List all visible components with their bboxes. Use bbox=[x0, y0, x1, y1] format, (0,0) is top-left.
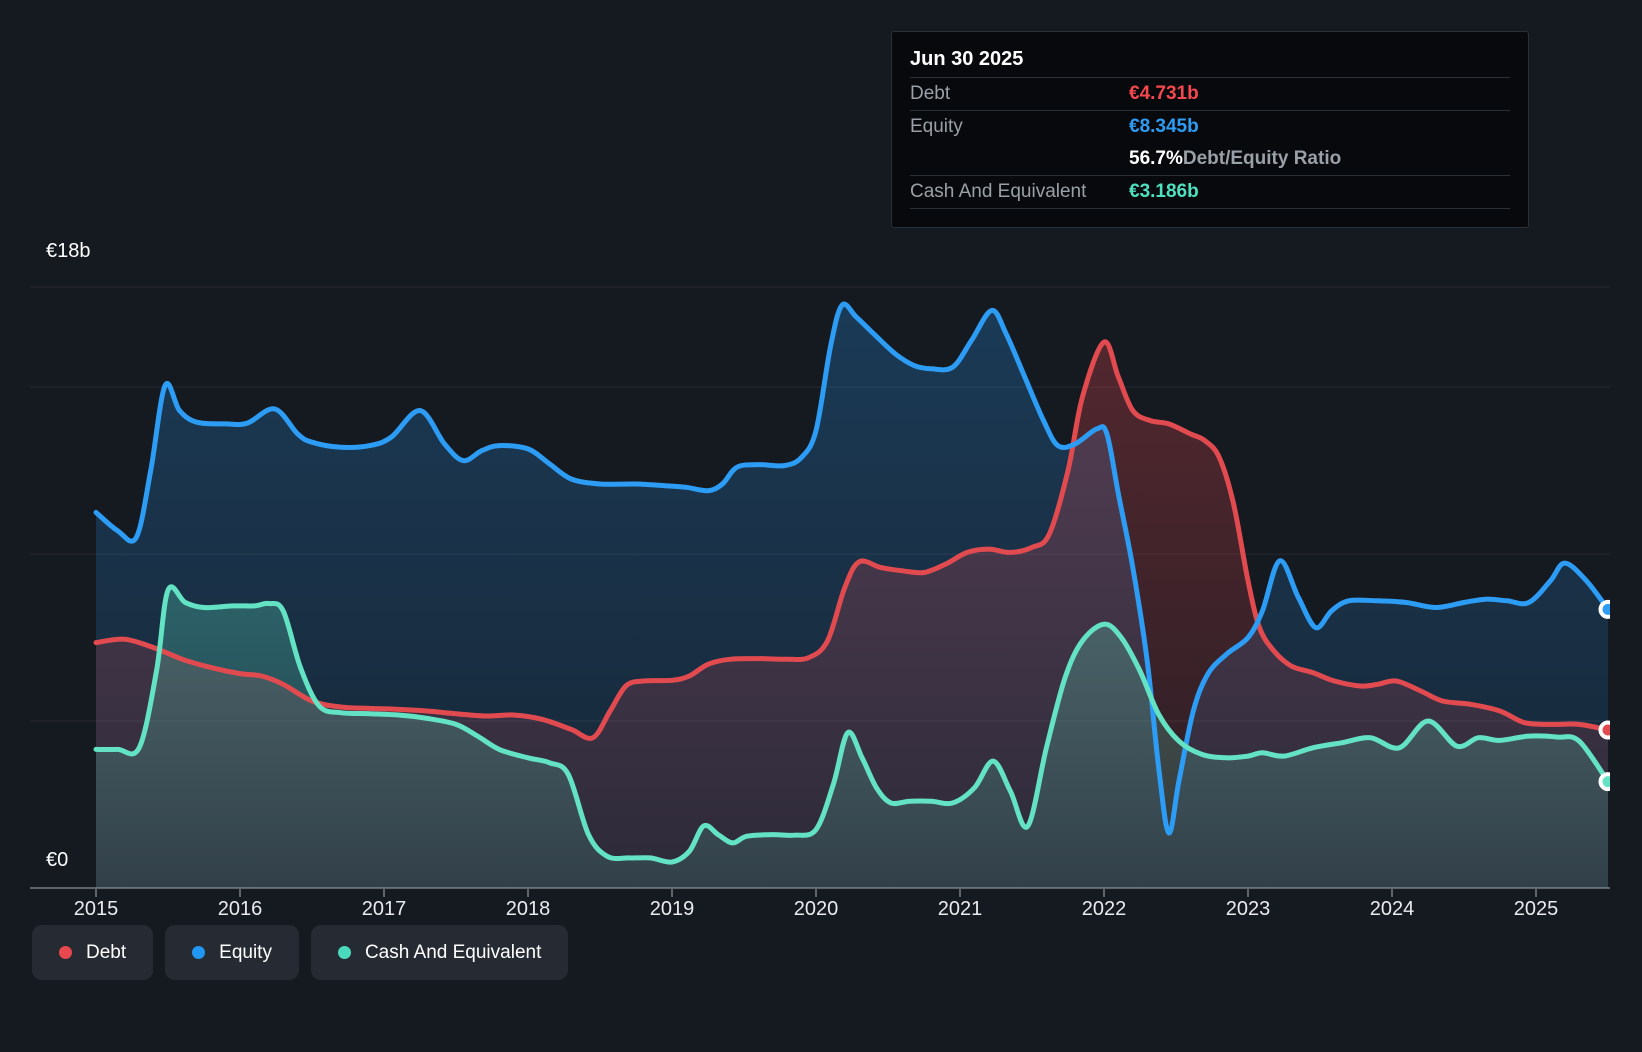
x-axis-label: 2022 bbox=[1081, 898, 1127, 920]
legend: Debt Equity Cash And Equivalent bbox=[32, 925, 569, 980]
tooltip-debt-value: €4.731b bbox=[1129, 83, 1199, 104]
legend-debt-label: Debt bbox=[86, 941, 127, 963]
equity-series-dot-icon bbox=[192, 946, 206, 959]
tooltip-row-debt: Debt €4.731b bbox=[910, 78, 1510, 111]
chart-tooltip: Jun 30 2025 Debt €4.731b Equity €8.345b … bbox=[891, 31, 1529, 228]
x-axis-labels: 2015 2016 2017 2018 2019 2020 2021 2022 2023 2024… bbox=[0, 898, 1642, 928]
legend-item-cash[interactable]: Cash And Equivalent bbox=[310, 925, 569, 980]
x-axis-label: 2018 bbox=[505, 898, 551, 920]
tooltip-equity-label: Equity bbox=[910, 116, 963, 137]
tooltip-date: Jun 30 2025 bbox=[910, 41, 1510, 78]
cash-series-dot-icon bbox=[337, 946, 351, 959]
cash-and-equivalent-end-marker bbox=[1598, 772, 1610, 792]
debt-line bbox=[93, 339, 1610, 741]
x-axis-label: 2015 bbox=[73, 898, 119, 920]
x-axis-label: 2017 bbox=[361, 898, 407, 920]
plot-area bbox=[93, 301, 1610, 889]
tooltip-equity-value: €8.345b bbox=[1129, 116, 1199, 137]
tooltip-row-ratio: 56.7% Debt/Equity Ratio bbox=[910, 143, 1510, 176]
equity-end-marker bbox=[1598, 599, 1610, 619]
x-axis-label: 2025 bbox=[1513, 898, 1559, 920]
tooltip-row-equity: Equity €8.345b bbox=[910, 111, 1510, 143]
tooltip-debt-label: Debt bbox=[910, 83, 951, 104]
y-axis-label-zero: €0 bbox=[46, 849, 69, 871]
cash-and-equivalent-line bbox=[93, 584, 1610, 865]
x-axis-label: 2020 bbox=[793, 898, 839, 920]
tooltip-cash-value: €3.186b bbox=[1129, 181, 1199, 202]
debt-end-marker bbox=[1598, 720, 1610, 740]
x-axis-label: 2023 bbox=[1225, 898, 1271, 920]
tooltip-ratio-value: 56.7% bbox=[1129, 148, 1183, 169]
debt-series-dot-icon bbox=[59, 946, 72, 959]
x-axis-label: 2016 bbox=[217, 898, 263, 920]
tooltip-cash-label: Cash And Equivalent bbox=[910, 181, 1087, 202]
tooltip-ratio-label: Debt/Equity Ratio bbox=[1182, 148, 1342, 169]
x-axis-label: 2019 bbox=[649, 898, 695, 920]
legend-equity-label: Equity bbox=[219, 941, 272, 963]
x-axis-label: 2024 bbox=[1369, 898, 1415, 920]
legend-item-debt[interactable]: Debt bbox=[32, 925, 154, 980]
legend-cash-label: Cash And Equivalent bbox=[364, 941, 542, 963]
tooltip-row-cash: Cash And Equivalent €3.186b bbox=[910, 176, 1510, 209]
legend-item-equity[interactable]: Equity bbox=[165, 925, 299, 980]
x-axis-label: 2021 bbox=[937, 898, 983, 920]
equity-line bbox=[93, 301, 1610, 836]
y-axis-label-max: €18b bbox=[46, 240, 91, 262]
